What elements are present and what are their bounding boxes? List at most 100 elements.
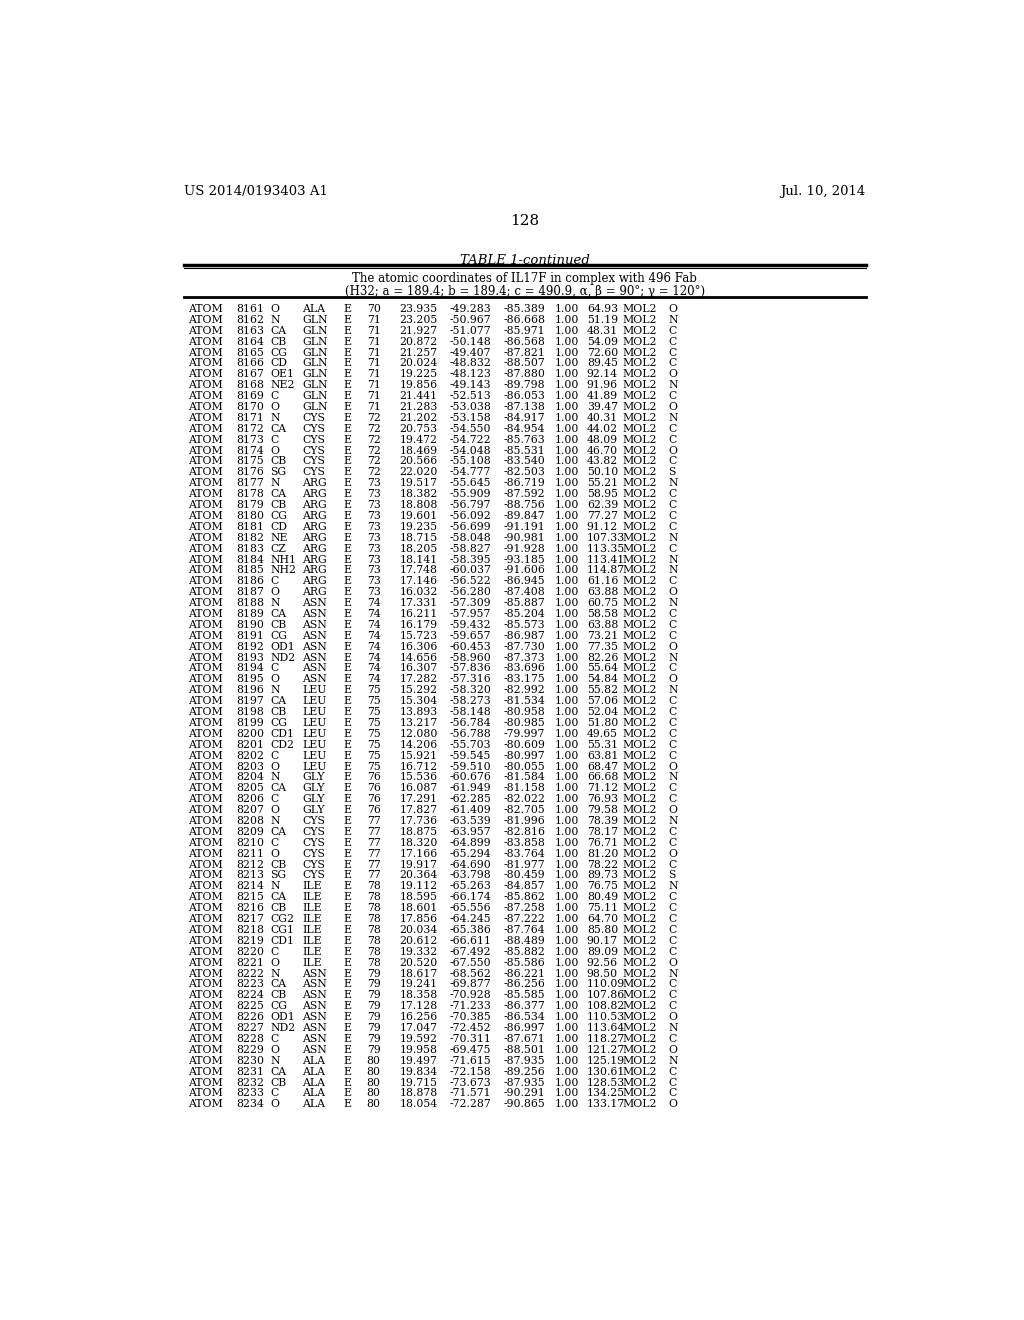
Text: 17.047: 17.047 [399,1023,437,1034]
Text: CB: CB [270,1077,287,1088]
Text: 1.00: 1.00 [555,565,580,576]
Text: ATOM: ATOM [188,1077,223,1088]
Text: ATOM: ATOM [188,870,223,880]
Text: 8217: 8217 [237,913,264,924]
Text: 51.19: 51.19 [587,315,617,325]
Text: LEU: LEU [302,718,327,727]
Text: MOL2: MOL2 [623,620,657,630]
Text: 1.00: 1.00 [555,467,580,478]
Text: C: C [669,1089,677,1098]
Text: E: E [343,1002,351,1011]
Text: 8209: 8209 [237,826,264,837]
Text: -58.048: -58.048 [450,533,492,543]
Text: N: N [270,1056,281,1065]
Text: -83.540: -83.540 [503,457,545,466]
Text: -60.037: -60.037 [450,565,492,576]
Text: 76: 76 [367,772,381,783]
Text: ASN: ASN [302,620,327,630]
Text: ARG: ARG [302,490,327,499]
Text: GLY: GLY [302,772,325,783]
Text: -63.539: -63.539 [450,816,492,826]
Text: MOL2: MOL2 [623,631,657,640]
Text: E: E [343,739,351,750]
Text: C: C [669,892,677,903]
Text: C: C [669,729,677,739]
Text: 15.536: 15.536 [399,772,437,783]
Text: 16.307: 16.307 [399,664,437,673]
Text: 20.364: 20.364 [399,870,437,880]
Text: 73.21: 73.21 [587,631,618,640]
Text: N: N [270,816,281,826]
Text: ATOM: ATOM [188,490,223,499]
Text: 1.00: 1.00 [555,359,580,368]
Text: MOL2: MOL2 [623,380,657,391]
Text: 77: 77 [367,870,381,880]
Text: 1.00: 1.00 [555,979,580,990]
Text: 72: 72 [367,424,381,434]
Text: -80.985: -80.985 [503,718,545,727]
Text: -58.960: -58.960 [450,652,492,663]
Text: -82.992: -82.992 [503,685,545,696]
Text: ATOM: ATOM [188,1034,223,1044]
Text: 1.00: 1.00 [555,315,580,325]
Text: 75: 75 [367,685,381,696]
Text: C: C [669,795,677,804]
Text: CA: CA [270,1067,287,1077]
Text: ATOM: ATOM [188,795,223,804]
Text: 8167: 8167 [237,370,264,379]
Text: 8202: 8202 [237,751,264,760]
Text: C: C [669,936,677,946]
Text: MOL2: MOL2 [623,1012,657,1022]
Text: 8201: 8201 [237,739,264,750]
Text: 8165: 8165 [237,347,264,358]
Text: -58.273: -58.273 [450,696,492,706]
Text: -49.283: -49.283 [450,304,492,314]
Text: 55.82: 55.82 [587,685,617,696]
Text: ATOM: ATOM [188,1089,223,1098]
Text: 20.872: 20.872 [399,337,437,347]
Text: -87.935: -87.935 [503,1077,545,1088]
Text: -67.492: -67.492 [450,946,492,957]
Text: E: E [343,675,351,684]
Text: -56.522: -56.522 [450,577,492,586]
Text: GLN: GLN [302,359,328,368]
Text: -88.507: -88.507 [503,359,545,368]
Text: LEU: LEU [302,708,327,717]
Text: C: C [669,739,677,750]
Text: 8182: 8182 [237,533,264,543]
Text: 19.958: 19.958 [399,1045,437,1055]
Text: C: C [270,434,279,445]
Text: ILE: ILE [302,892,322,903]
Text: 73: 73 [367,521,381,532]
Text: -54.550: -54.550 [450,424,492,434]
Text: -52.513: -52.513 [450,391,492,401]
Text: -60.676: -60.676 [450,772,492,783]
Text: ILE: ILE [302,903,322,913]
Text: ATOM: ATOM [188,403,223,412]
Text: -86.256: -86.256 [503,979,545,990]
Text: MOL2: MOL2 [623,870,657,880]
Text: 1.00: 1.00 [555,925,580,935]
Text: ATOM: ATOM [188,783,223,793]
Text: C: C [669,979,677,990]
Text: -64.899: -64.899 [450,838,492,847]
Text: -87.764: -87.764 [503,925,545,935]
Text: 1.00: 1.00 [555,685,580,696]
Text: 19.241: 19.241 [399,979,437,990]
Text: -57.836: -57.836 [450,664,492,673]
Text: ATOM: ATOM [188,739,223,750]
Text: CG1: CG1 [270,925,295,935]
Text: -81.584: -81.584 [503,772,545,783]
Text: 92.56: 92.56 [587,958,617,968]
Text: -81.977: -81.977 [503,859,545,870]
Text: ASN: ASN [302,598,327,609]
Text: MOL2: MOL2 [623,413,657,422]
Text: 1.00: 1.00 [555,478,580,488]
Text: C: C [669,457,677,466]
Text: N: N [669,969,678,978]
Text: -63.957: -63.957 [450,826,492,837]
Text: 20.753: 20.753 [399,424,437,434]
Text: 13.893: 13.893 [399,708,437,717]
Text: -72.452: -72.452 [450,1023,492,1034]
Text: 8226: 8226 [237,1012,264,1022]
